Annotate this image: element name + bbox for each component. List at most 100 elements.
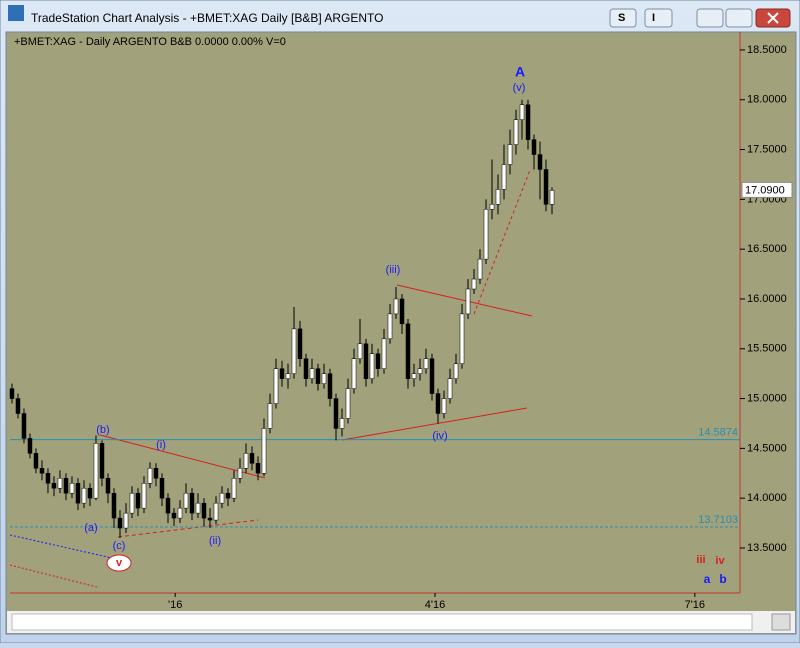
wave-label: A xyxy=(515,64,525,80)
wave-label: (v) xyxy=(513,82,526,94)
scroll-button[interactable] xyxy=(771,613,791,631)
candle-body xyxy=(135,492,141,509)
candle-body xyxy=(225,492,231,499)
candle-body xyxy=(459,313,465,364)
chart-header: +BMET:XAG - Daily ARGENTO B&B 0.0000 0.0… xyxy=(14,36,286,48)
scroll-track[interactable] xyxy=(11,613,753,631)
candle-body xyxy=(213,502,219,521)
wave-label: (c) xyxy=(113,540,126,552)
trend-lines xyxy=(9,169,533,588)
candle-body xyxy=(363,343,369,379)
wave-label: (ii) xyxy=(209,535,221,547)
y-tick-label: 14.0000 xyxy=(747,492,787,504)
candle-body xyxy=(447,378,453,399)
candle-body xyxy=(345,388,351,419)
candle-body xyxy=(543,169,549,205)
s-button-label[interactable]: S xyxy=(618,12,625,24)
candle-body xyxy=(297,328,303,359)
candle-body xyxy=(183,492,189,509)
last-price-box xyxy=(741,181,793,198)
candle-body xyxy=(369,353,375,379)
candle-body xyxy=(15,398,21,414)
candle-body xyxy=(57,478,63,489)
wave-label: (a) xyxy=(84,522,97,534)
candle-body xyxy=(327,373,333,399)
candle-body xyxy=(165,497,171,514)
candle-body xyxy=(237,468,243,479)
candle-body xyxy=(231,478,237,499)
candle-body xyxy=(63,478,69,494)
x-tick-label: 4'16 xyxy=(425,599,445,611)
y-tick-label: 18.5000 xyxy=(747,44,787,56)
candle-body xyxy=(75,482,81,504)
close-icon xyxy=(767,12,779,24)
candle-body xyxy=(129,492,135,514)
last-price-label: 17.0900 xyxy=(745,184,785,196)
window-title: TradeStation Chart Analysis - +BMET:XAG … xyxy=(31,11,383,25)
candle-body xyxy=(321,373,327,384)
trend-line xyxy=(9,534,113,559)
candle-body xyxy=(273,368,279,404)
trend-line xyxy=(117,519,259,538)
y-tick-label: 14.5000 xyxy=(747,442,787,454)
candle-body xyxy=(477,258,483,280)
y-tick-label: 16.0000 xyxy=(747,293,787,305)
wave-label: (iv) xyxy=(432,430,447,442)
candle-body xyxy=(525,104,531,140)
candle-body xyxy=(111,492,117,519)
s-button[interactable] xyxy=(609,8,637,28)
candle-body xyxy=(45,473,51,484)
y-tick-label: 17.5000 xyxy=(747,143,787,155)
candle-body xyxy=(153,468,159,479)
wave-label: v xyxy=(116,557,123,569)
maximize-button[interactable] xyxy=(725,8,753,28)
candle-body xyxy=(285,373,291,379)
candle-body xyxy=(261,428,267,474)
candle-body xyxy=(471,278,477,290)
candle-body xyxy=(69,482,75,494)
app-icon xyxy=(8,5,24,21)
minimize-button[interactable] xyxy=(696,8,724,28)
wave-label: iv xyxy=(715,555,725,567)
candle-body xyxy=(9,388,15,399)
trend-line xyxy=(99,434,266,479)
candle-body xyxy=(483,209,489,260)
candle-body xyxy=(441,398,447,414)
candle-body xyxy=(519,104,525,120)
candle-body xyxy=(531,139,537,155)
chart-area xyxy=(5,31,797,635)
trend-line xyxy=(341,407,528,441)
candle-body xyxy=(171,512,177,519)
candle-body xyxy=(81,487,87,504)
candle-body xyxy=(159,478,165,499)
candle-body xyxy=(147,468,153,484)
candle-body xyxy=(339,418,345,429)
candle-body xyxy=(99,443,105,479)
candle-body xyxy=(513,119,519,145)
candle-body xyxy=(333,398,339,429)
i-button-label[interactable]: I xyxy=(652,12,655,24)
wave-label: (iii) xyxy=(386,264,401,276)
candle-body xyxy=(195,502,201,514)
trend-line xyxy=(473,169,531,315)
x-tick-label: 7'16 xyxy=(685,599,705,611)
candle-body xyxy=(453,363,459,379)
i-button[interactable] xyxy=(644,8,673,28)
x-tick-label: '16 xyxy=(168,599,182,611)
candle-body xyxy=(27,438,33,454)
candle-body xyxy=(549,190,555,205)
candle-body xyxy=(507,144,513,165)
candle-body xyxy=(279,368,285,379)
price-line-label: 13.7103 xyxy=(698,514,738,526)
y-tick-label: 18.0000 xyxy=(747,94,787,106)
candle-body xyxy=(141,482,147,509)
candle-body xyxy=(357,343,363,359)
y-tick-label: 15.5000 xyxy=(747,343,787,355)
candle-body xyxy=(201,502,207,519)
candle-body xyxy=(255,463,261,474)
candle-body xyxy=(381,338,387,369)
candle-body xyxy=(219,492,225,504)
candle-body xyxy=(423,358,429,369)
candle-body xyxy=(21,413,27,439)
